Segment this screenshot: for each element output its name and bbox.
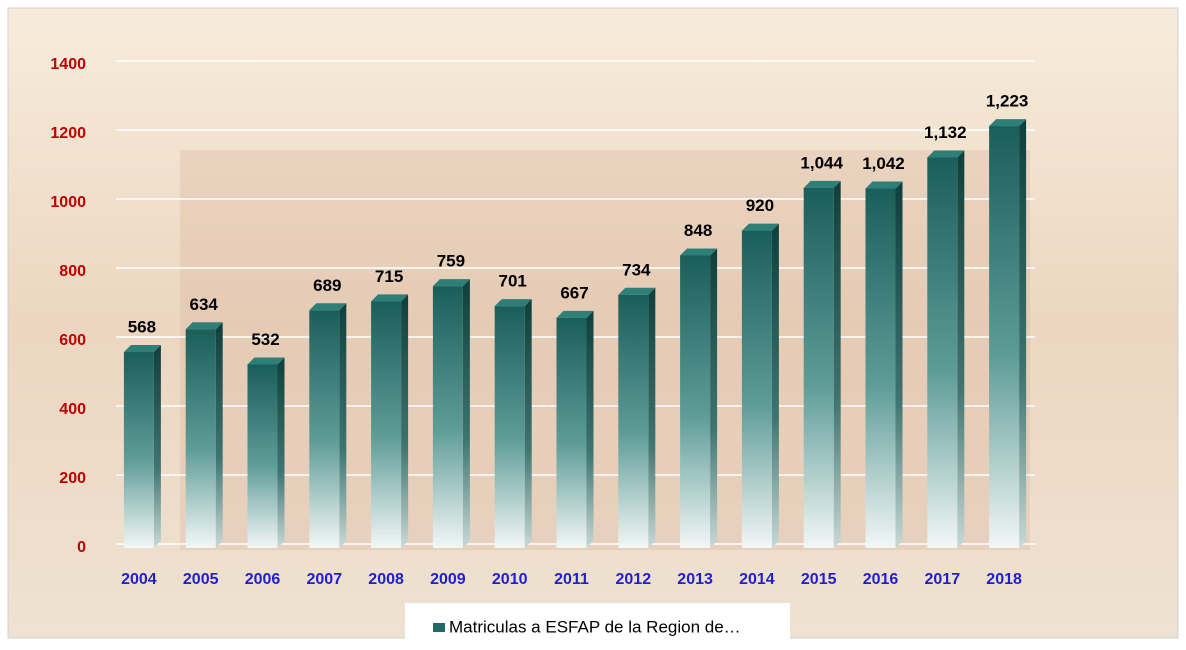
data-label: 701 [499, 272, 527, 291]
bar [186, 329, 216, 548]
bar-side [587, 311, 594, 548]
legend-swatch [433, 623, 445, 632]
y-tick-label: 0 [77, 539, 86, 556]
bar-side [1019, 119, 1026, 548]
bar [495, 306, 525, 548]
x-tick-label: 2013 [677, 571, 713, 588]
y-tick-label: 1000 [50, 194, 86, 211]
x-tick-label: 2016 [863, 571, 899, 588]
bar [927, 157, 957, 548]
data-label: 848 [684, 221, 712, 240]
bar-side [710, 248, 717, 548]
data-label: 667 [560, 283, 588, 302]
y-tick-label: 800 [59, 263, 86, 280]
bar-side [154, 345, 161, 548]
y-tick-label: 400 [59, 401, 86, 418]
bar [804, 188, 834, 548]
x-tick-label: 2007 [307, 571, 343, 588]
x-tick-label: 2015 [801, 571, 837, 588]
y-tick-label: 1200 [50, 125, 86, 142]
bar [371, 301, 401, 548]
y-tick-label: 600 [59, 332, 86, 349]
data-label: 715 [375, 267, 403, 286]
data-label: 532 [251, 330, 279, 349]
data-label: 1,223 [986, 92, 1029, 111]
bar [309, 310, 339, 548]
data-label: 1,132 [924, 123, 967, 142]
y-tick-label: 1400 [50, 56, 86, 73]
data-label: 734 [622, 260, 651, 279]
bar [248, 364, 278, 548]
bar [680, 255, 710, 548]
bar-side [339, 303, 346, 548]
chart: 0 200 400 600 800 1000 1200 1400 2004 2005 2006 200… [0, 0, 1186, 650]
x-tick-label: 2009 [430, 571, 466, 588]
bar-side [834, 181, 841, 548]
bar [989, 126, 1019, 548]
x-tick-label: 2011 [554, 571, 589, 588]
bar-side [648, 288, 655, 548]
bar-side [957, 150, 964, 548]
data-label: 1,042 [862, 154, 905, 173]
bar [742, 231, 772, 548]
bar-side [463, 279, 470, 548]
bar-side [278, 357, 285, 548]
x-tick-label: 2006 [245, 571, 281, 588]
bar-side [525, 299, 532, 548]
legend-label: Matriculas a ESFAP de la Region de… [449, 617, 741, 636]
x-tick-label: 2012 [616, 571, 652, 588]
x-tick-label: 2004 [121, 571, 157, 588]
bar-side [896, 182, 903, 548]
bar [433, 286, 463, 548]
bar-side [216, 322, 223, 548]
data-label: 1,044 [800, 153, 843, 172]
x-tick-label: 2010 [492, 571, 528, 588]
bar-side [401, 294, 408, 548]
x-tick-label: 2017 [925, 571, 961, 588]
data-label: 759 [437, 252, 465, 271]
y-tick-label: 200 [59, 470, 86, 487]
x-tick-label: 2005 [183, 571, 219, 588]
bar [618, 295, 648, 548]
bar [866, 189, 896, 548]
data-label: 634 [190, 295, 219, 314]
x-tick-label: 2014 [739, 571, 775, 588]
data-label: 568 [128, 318, 156, 337]
data-label: 689 [313, 276, 341, 295]
bar-side [772, 224, 779, 548]
x-tick-label: 2018 [986, 571, 1022, 588]
data-label: 920 [746, 196, 774, 215]
bar [557, 318, 587, 548]
x-tick-label: 2008 [368, 571, 404, 588]
bar [124, 352, 154, 548]
